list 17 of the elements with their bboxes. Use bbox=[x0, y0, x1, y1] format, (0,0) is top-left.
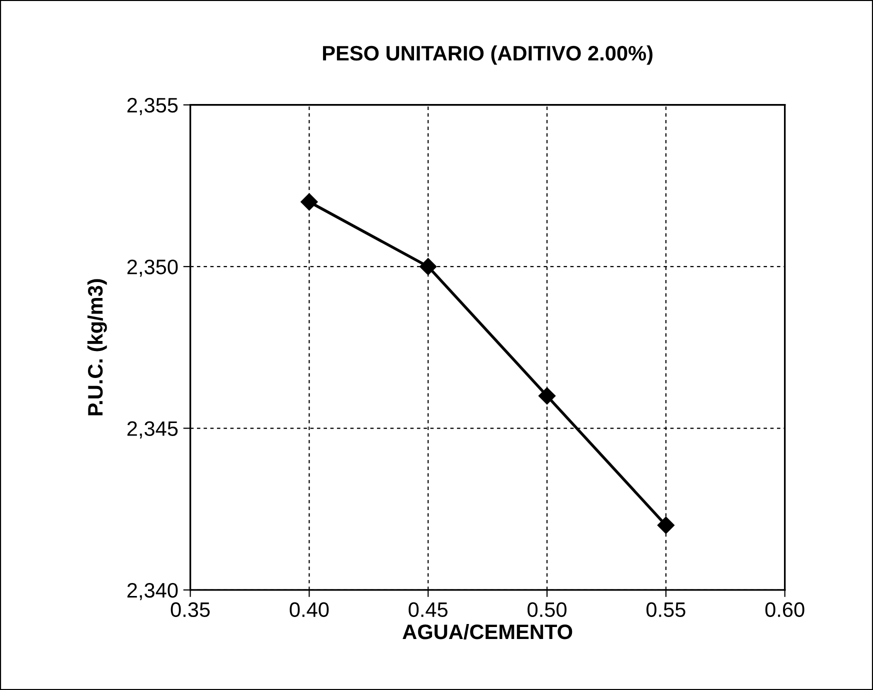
y-tick-label: 2,340 bbox=[127, 582, 178, 600]
x-tick-label: 0.50 bbox=[528, 602, 566, 618]
x-tick-label: 0.55 bbox=[646, 602, 686, 618]
x-tick-label: 0.60 bbox=[765, 602, 804, 618]
x-tick-label: 0.40 bbox=[290, 602, 329, 618]
y-axis-title: P.U.C. (kg/m3) bbox=[87, 279, 107, 416]
point bbox=[538, 387, 556, 404]
point bbox=[657, 516, 674, 534]
y-tick-label: 2,355 bbox=[127, 98, 178, 116]
point bbox=[420, 258, 437, 276]
point bbox=[300, 193, 318, 210]
x-axis-title: AGUA/CEMENTO bbox=[402, 624, 572, 640]
chart-title: PESO UNITARIO (ADITIVO 2.00%) bbox=[323, 45, 652, 65]
x-tick-label: 0.45 bbox=[408, 602, 448, 618]
y-tick-label: 2,345 bbox=[127, 421, 178, 438]
x-tick-label: 0.35 bbox=[170, 602, 210, 618]
y-tick-label: 2,350 bbox=[127, 260, 178, 277]
